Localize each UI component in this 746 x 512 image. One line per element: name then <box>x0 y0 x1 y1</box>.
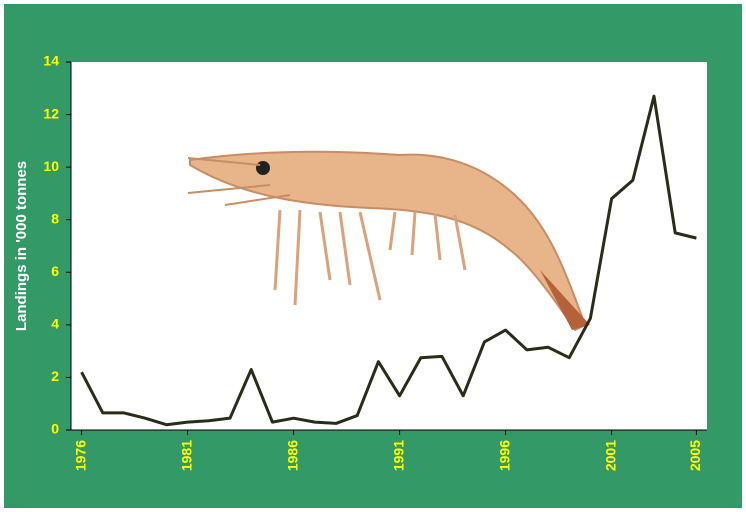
chart: Landings in '000 tonnes 0 2 4 6 8 10 12 14 1976 1… <box>0 0 746 512</box>
y-tick-label: 4 <box>51 316 59 332</box>
x-tick-label: 2005 <box>687 440 703 471</box>
y-tick-label: 2 <box>51 368 59 384</box>
y-tick-label: 0 <box>51 421 59 437</box>
y-tick-label: 12 <box>43 105 59 121</box>
x-tick-label: 2001 <box>602 440 618 471</box>
x-tick-label: 1996 <box>496 440 512 471</box>
y-tick-label: 10 <box>43 158 59 174</box>
y-tick-label: 8 <box>51 210 59 226</box>
x-tick-label: 1981 <box>178 440 194 471</box>
x-tick-label: 1986 <box>284 440 300 471</box>
x-tick-label: 1976 <box>72 440 88 471</box>
y-axis-label: Landings in '000 tonnes <box>13 161 30 331</box>
plot-area <box>71 62 707 430</box>
y-tick-label: 14 <box>43 53 59 69</box>
x-tick-label: 1991 <box>390 440 406 471</box>
y-tick-label: 6 <box>51 263 59 279</box>
